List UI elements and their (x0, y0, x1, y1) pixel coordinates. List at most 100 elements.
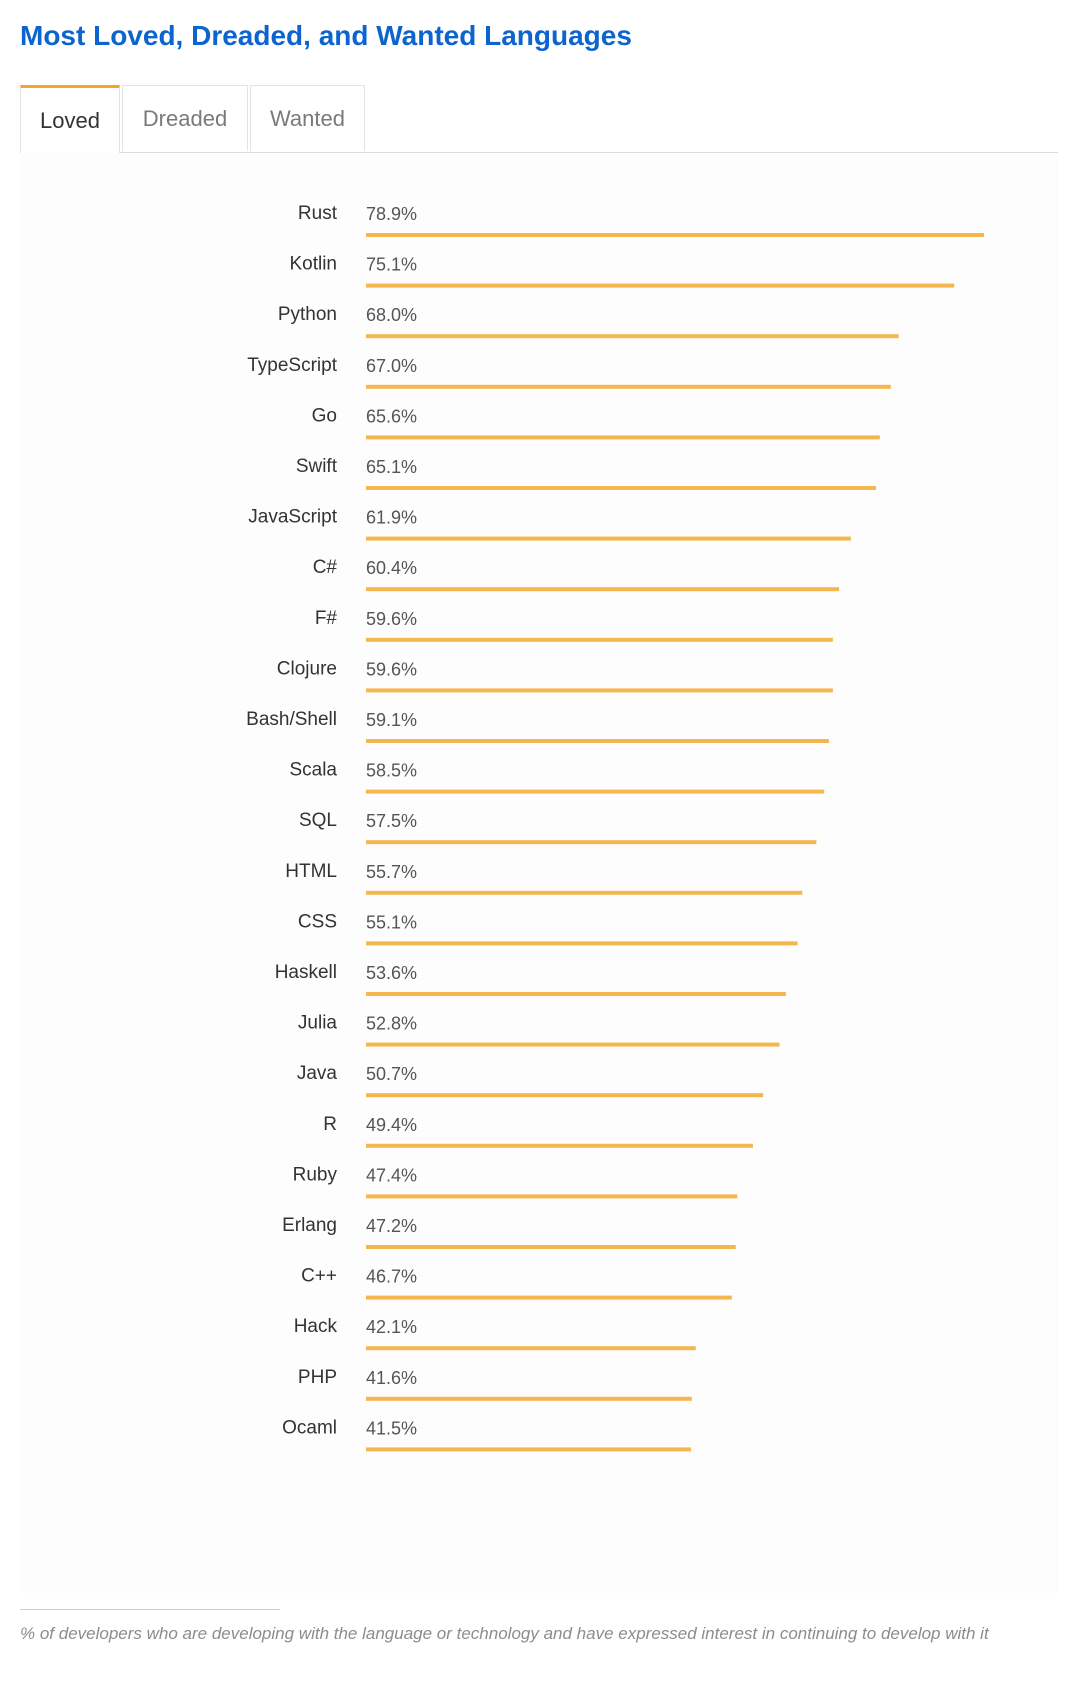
bar-row: Hack 42.1% (294, 1316, 696, 1351)
value-label: 53.6% (366, 963, 417, 983)
category-label: Julia (298, 1013, 338, 1034)
bar (366, 1245, 736, 1249)
tab-wanted[interactable]: Wanted (250, 85, 365, 151)
bar (366, 1093, 764, 1098)
bar (366, 587, 840, 592)
bar (366, 283, 955, 288)
value-label: 75.1% (366, 255, 417, 275)
bar (366, 1194, 738, 1199)
value-label: 57.5% (366, 811, 417, 831)
bar-row: Rust 78.9% (298, 203, 984, 237)
value-label: 52.8% (366, 1014, 417, 1034)
bar (366, 1396, 692, 1401)
category-label: PHP (298, 1367, 337, 1388)
category-label: Hack (294, 1316, 338, 1337)
category-label: Scala (289, 760, 337, 781)
tab-bar: Loved Dreaded Wanted (20, 85, 1058, 153)
category-label: Ocaml (282, 1417, 337, 1438)
category-label: Go (312, 405, 337, 426)
category-label: F# (315, 608, 338, 629)
category-label: Java (297, 1063, 338, 1084)
value-label: 55.1% (366, 912, 417, 932)
bar (366, 941, 798, 946)
bar (366, 688, 833, 693)
bar-row: TypeScript 67.0% (247, 355, 891, 389)
bar-row: Swift 65.1% (296, 456, 876, 490)
bar-row: Julia 52.8% (298, 1013, 780, 1047)
value-label: 60.4% (366, 558, 417, 578)
category-label: Kotlin (289, 254, 337, 275)
footnote: % of developers who are developing with … (20, 1624, 989, 1643)
bar (366, 536, 851, 541)
category-label: C# (313, 557, 338, 578)
value-label: 59.6% (366, 659, 417, 679)
bar (366, 992, 786, 996)
bar (366, 890, 803, 895)
bar-row: F# 59.6% (315, 608, 833, 642)
bar-row: CSS 55.1% (298, 911, 798, 946)
bar (366, 1042, 780, 1047)
value-label: 42.1% (366, 1317, 417, 1337)
category-label: CSS (298, 911, 337, 932)
value-label: 50.7% (366, 1064, 417, 1084)
bar-row: C++ 46.7% (301, 1266, 732, 1300)
value-label: 46.7% (366, 1267, 417, 1287)
category-label: TypeScript (247, 355, 337, 376)
category-label: R (323, 1114, 337, 1135)
bar (366, 1447, 692, 1452)
bar (366, 1346, 696, 1351)
value-label: 68.0% (366, 305, 417, 325)
bar-row: Java 50.7% (297, 1063, 764, 1098)
page-title: Most Loved, Dreaded, and Wanted Language… (20, 20, 632, 51)
bar (366, 435, 880, 440)
bar-row: Erlang 47.2% (282, 1215, 736, 1249)
category-label: Haskell (275, 962, 337, 983)
bar-row: C# 60.4% (313, 557, 840, 592)
bar-row: Go 65.6% (312, 405, 880, 440)
value-label: 59.1% (366, 710, 417, 730)
bar (366, 840, 817, 845)
bar (366, 334, 899, 339)
bar-row: HTML 55.7% (285, 861, 803, 895)
bar-row: Python 68.0% (278, 304, 899, 339)
bar-row: Ruby 47.4% (293, 1164, 738, 1199)
bar-row: Ocaml 41.5% (282, 1417, 692, 1452)
tab-loved[interactable]: Loved (20, 85, 120, 153)
bar (366, 1295, 732, 1300)
value-label: 47.2% (366, 1216, 417, 1236)
value-label: 78.9% (366, 204, 417, 224)
category-label: C++ (301, 1266, 337, 1287)
bar-row: Bash/Shell 59.1% (246, 709, 829, 743)
bar-row: Clojure 59.6% (277, 658, 833, 693)
bar-row: PHP 41.6% (298, 1367, 692, 1401)
bar-row: SQL 57.5% (299, 810, 817, 845)
value-label: 47.4% (366, 1165, 417, 1185)
category-label: HTML (285, 861, 337, 882)
bar-row: Scala 58.5% (289, 760, 825, 794)
category-label: Clojure (277, 658, 337, 679)
value-label: 55.7% (366, 862, 417, 882)
bar-row: Kotlin 75.1% (289, 254, 955, 288)
value-label: 41.6% (366, 1368, 417, 1388)
category-label: SQL (299, 810, 337, 831)
bar (366, 1143, 753, 1148)
bar (366, 637, 833, 642)
tab-dreaded[interactable]: Dreaded (122, 85, 248, 151)
value-label: 58.5% (366, 761, 417, 781)
bar (366, 739, 829, 743)
category-label: Ruby (293, 1164, 338, 1185)
value-label: 49.4% (366, 1115, 417, 1135)
chart-panel: Rust 78.9% Kotlin 75.1% Python 68.0% TypeScrip… (20, 153, 1058, 1593)
value-label: 59.6% (366, 609, 417, 629)
category-label: JavaScript (248, 507, 337, 528)
bar (366, 233, 984, 237)
value-label: 41.5% (366, 1418, 417, 1438)
value-label: 65.6% (366, 406, 417, 426)
value-label: 67.0% (366, 356, 417, 376)
category-label: Rust (298, 203, 338, 224)
bar-row: R 49.4% (323, 1114, 753, 1148)
category-label: Erlang (282, 1215, 337, 1236)
category-label: Python (278, 304, 337, 325)
category-label: Bash/Shell (246, 709, 337, 730)
